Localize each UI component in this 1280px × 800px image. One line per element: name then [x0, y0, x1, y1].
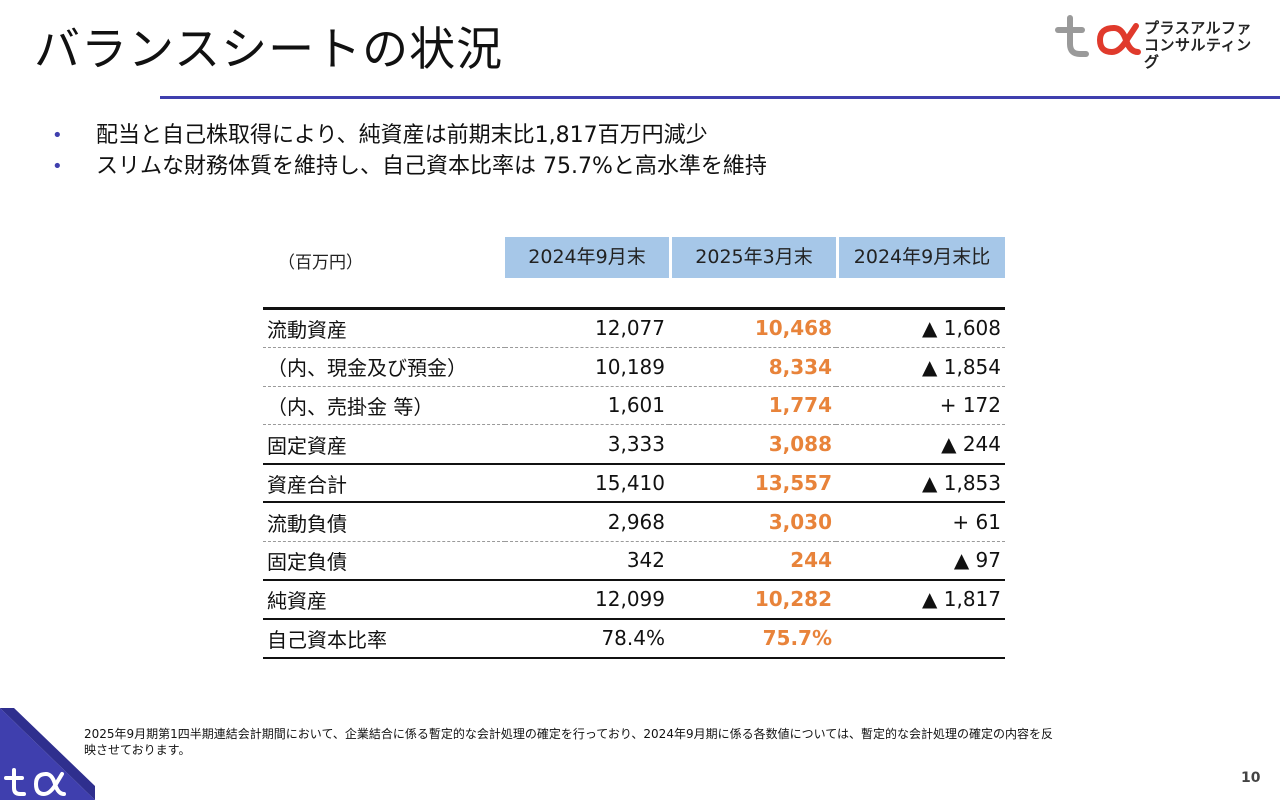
table-row: 資産合計 15,410 13,557 ▲ 1,853 [263, 463, 1005, 504]
value-change: + 61 [836, 502, 1005, 542]
row-label: 流動負債 [263, 502, 505, 542]
balance-sheet-table: 流動資産 12,077 10,468 ▲ 1,608 （内、現金及び預金） 10… [263, 307, 1005, 659]
value-change: ▲ 1,854 [836, 347, 1005, 387]
value-change [836, 618, 1005, 659]
page-title: バランスシートの状況 [34, 22, 504, 76]
table-row: 流動負債 2,968 3,030 + 61 [263, 502, 1005, 542]
value-sep2024: 1,601 [505, 386, 669, 426]
row-label: 流動資産 [263, 307, 505, 348]
value-mar2025: 3,088 [669, 424, 836, 465]
row-label: （内、売掛金 等） [263, 386, 505, 426]
value-mar2025: 13,557 [669, 463, 836, 504]
value-change: + 172 [836, 386, 1005, 426]
column-header-change: 2024年9月末比 [839, 237, 1005, 278]
logo-text-line2: コンサルティング [1144, 36, 1252, 71]
value-mar2025: 75.7% [669, 618, 836, 659]
table-row: 流動資産 12,077 10,468 ▲ 1,608 [263, 307, 1005, 348]
table-row: 純資産 12,099 10,282 ▲ 1,817 [263, 580, 1005, 620]
row-label: 固定負債 [263, 541, 505, 582]
column-header-mar2025: 2025年3月末 [672, 237, 836, 278]
value-sep2024: 12,099 [505, 580, 669, 620]
company-logo: プラスアルファ コンサルティング [1052, 14, 1267, 71]
value-sep2024: 2,968 [505, 502, 669, 542]
value-mar2025: 10,282 [669, 580, 836, 620]
value-mar2025: 10,468 [669, 307, 836, 348]
column-header-sep2024: 2024年9月末 [505, 237, 669, 278]
corner-logo-icon [0, 708, 95, 800]
value-sep2024: 10,189 [505, 347, 669, 387]
value-mar2025: 1,774 [669, 386, 836, 426]
value-sep2024: 3,333 [505, 424, 669, 465]
title-divider [160, 96, 1280, 99]
footnote: 2025年9月期第1四半期連結会計期間において、企業結合に係る暫定的な会計処理の… [84, 727, 1053, 757]
row-label: 自己資本比率 [263, 618, 505, 659]
row-label: 固定資産 [263, 424, 505, 465]
unit-label: （百万円） [278, 253, 363, 273]
bullet-item: • 配当と自己株取得により、純資産は前期末比1,817百万円減少 [52, 120, 767, 151]
logo-text-line1: プラスアルファ [1144, 19, 1253, 37]
value-change: ▲ 97 [836, 541, 1005, 582]
table-row: 固定資産 3,333 3,088 ▲ 244 [263, 424, 1005, 465]
table-row: 固定負債 342 244 ▲ 97 [263, 541, 1005, 582]
bullet-dot-icon: • [52, 125, 63, 146]
value-mar2025: 3,030 [669, 502, 836, 542]
summary-bullets: • 配当と自己株取得により、純資産は前期末比1,817百万円減少 • スリムな財務体… [52, 120, 767, 182]
page-number: 10 [1241, 770, 1261, 786]
table-row: 自己資本比率 78.4% 75.7% [263, 618, 1005, 659]
row-label: 純資産 [263, 580, 505, 620]
logo-mark-icon [1055, 15, 1141, 57]
value-change: ▲ 1,817 [836, 580, 1005, 620]
value-sep2024: 78.4% [505, 618, 669, 659]
value-change: ▲ 244 [836, 424, 1005, 465]
value-mar2025: 244 [669, 541, 836, 582]
row-label: （内、現金及び預金） [263, 347, 505, 387]
bullet-item: • スリムな財務体質を維持し、自己資本比率は 75.7%と高水準を維持 [52, 151, 767, 182]
table-row: （内、現金及び預金） 10,189 8,334 ▲ 1,854 [263, 347, 1005, 387]
value-mar2025: 8,334 [669, 347, 836, 387]
value-sep2024: 342 [505, 541, 669, 582]
row-label: 資産合計 [263, 463, 505, 504]
value-change: ▲ 1,608 [836, 307, 1005, 348]
bullet-dot-icon: • [52, 156, 63, 177]
value-sep2024: 12,077 [505, 307, 669, 348]
value-change: ▲ 1,853 [836, 463, 1005, 504]
table-row: （内、売掛金 等） 1,601 1,774 + 172 [263, 386, 1005, 426]
value-sep2024: 15,410 [505, 463, 669, 504]
